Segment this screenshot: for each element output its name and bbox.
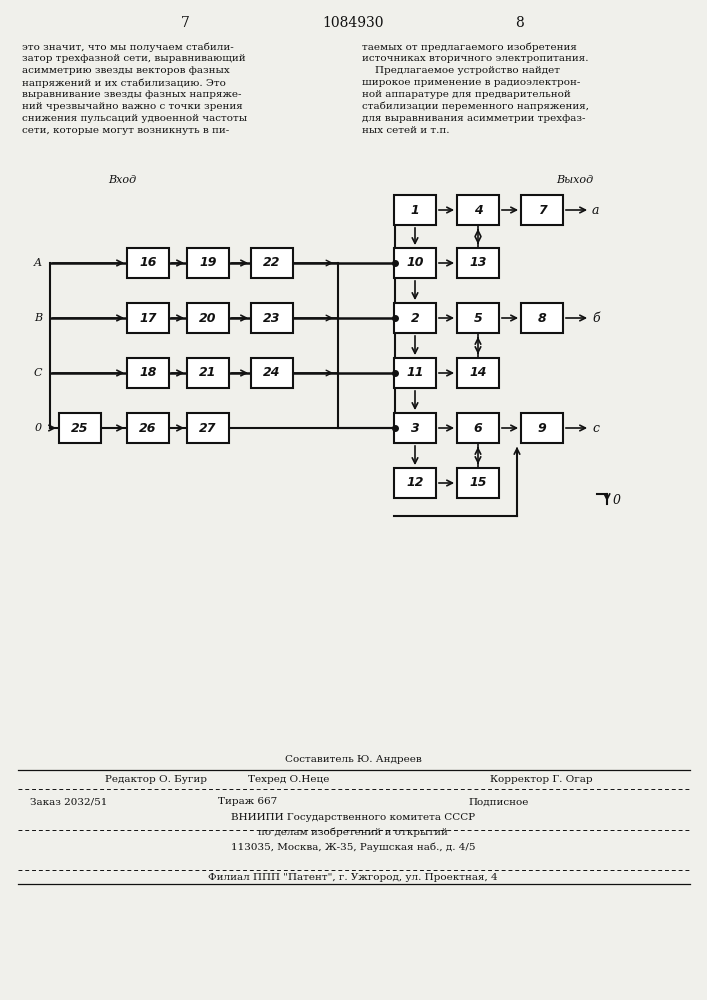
Text: 20: 20 bbox=[199, 312, 217, 324]
Text: 18: 18 bbox=[139, 366, 157, 379]
Text: 14: 14 bbox=[469, 366, 486, 379]
Text: Выход: Выход bbox=[556, 175, 593, 185]
Text: 21: 21 bbox=[199, 366, 217, 379]
Bar bbox=[521, 413, 563, 443]
Bar bbox=[394, 195, 436, 225]
Bar bbox=[521, 195, 563, 225]
Bar bbox=[394, 303, 436, 333]
Bar bbox=[251, 303, 293, 333]
Bar bbox=[187, 303, 229, 333]
Text: 1: 1 bbox=[411, 204, 419, 217]
Text: 2: 2 bbox=[411, 312, 419, 324]
Text: 9: 9 bbox=[537, 422, 547, 434]
Text: 1084930: 1084930 bbox=[322, 16, 384, 30]
Text: 8: 8 bbox=[515, 16, 525, 30]
Bar bbox=[457, 248, 499, 278]
Bar bbox=[127, 248, 169, 278]
Text: 16: 16 bbox=[139, 256, 157, 269]
Text: Вход: Вход bbox=[108, 175, 136, 185]
Bar bbox=[127, 413, 169, 443]
Text: это значит, что мы получаем стабили-
затор трехфазной сети, выравнивающий
асимме: это значит, что мы получаем стабили- зат… bbox=[22, 42, 247, 135]
Bar bbox=[251, 358, 293, 388]
Text: б: б bbox=[592, 312, 600, 324]
Text: 19: 19 bbox=[199, 256, 217, 269]
Text: 25: 25 bbox=[71, 422, 89, 434]
Bar bbox=[394, 468, 436, 498]
Text: 26: 26 bbox=[139, 422, 157, 434]
Bar bbox=[59, 413, 101, 443]
Bar bbox=[457, 413, 499, 443]
Text: Филиал ППП "Патент", г. Ужгород, ул. Проектная, 4: Филиал ППП "Патент", г. Ужгород, ул. Про… bbox=[208, 872, 498, 882]
Text: 13: 13 bbox=[469, 256, 486, 269]
Bar bbox=[187, 413, 229, 443]
Text: a: a bbox=[592, 204, 600, 217]
Text: 24: 24 bbox=[263, 366, 281, 379]
Text: таемых от предлагаемого изобретения
источниках вторичного электропитания.
    Пр: таемых от предлагаемого изобретения исто… bbox=[362, 42, 589, 135]
Text: 17: 17 bbox=[139, 312, 157, 324]
Text: Заказ 2032/51: Заказ 2032/51 bbox=[30, 798, 107, 806]
Text: 3: 3 bbox=[411, 422, 419, 434]
Bar bbox=[394, 413, 436, 443]
Text: B: B bbox=[34, 313, 42, 323]
Text: 27: 27 bbox=[199, 422, 217, 434]
Text: ВНИИПИ Государственного комитета СССР: ВНИИПИ Государственного комитета СССР bbox=[231, 812, 475, 822]
Text: 12: 12 bbox=[407, 477, 423, 489]
Text: Техред О.Неце: Техред О.Неце bbox=[248, 774, 329, 784]
Text: Корректор Г. Огар: Корректор Г. Огар bbox=[490, 774, 592, 784]
Bar bbox=[394, 358, 436, 388]
Text: по делам изобретений и открытий: по делам изобретений и открытий bbox=[258, 827, 448, 837]
Bar bbox=[457, 195, 499, 225]
Text: 6: 6 bbox=[474, 422, 482, 434]
Text: Редактор О. Бугир: Редактор О. Бугир bbox=[105, 774, 207, 784]
Text: 23: 23 bbox=[263, 312, 281, 324]
Text: Тираж 667: Тираж 667 bbox=[218, 798, 277, 806]
Text: 7: 7 bbox=[537, 204, 547, 217]
Text: 8: 8 bbox=[537, 312, 547, 324]
Bar bbox=[457, 358, 499, 388]
Text: 7: 7 bbox=[180, 16, 189, 30]
Text: Подписное: Подписное bbox=[468, 798, 528, 806]
Bar bbox=[521, 303, 563, 333]
Bar bbox=[457, 303, 499, 333]
Bar bbox=[187, 358, 229, 388]
Text: Составитель Ю. Андреев: Составитель Ю. Андреев bbox=[285, 756, 421, 764]
Text: 5: 5 bbox=[474, 312, 482, 324]
Text: 113035, Москва, Ж-35, Раушская наб., д. 4/5: 113035, Москва, Ж-35, Раушская наб., д. … bbox=[230, 842, 475, 852]
Text: A: A bbox=[34, 258, 42, 268]
Text: 0: 0 bbox=[613, 493, 621, 506]
Text: 0: 0 bbox=[35, 423, 42, 433]
Bar bbox=[127, 303, 169, 333]
Bar bbox=[394, 248, 436, 278]
Text: 4: 4 bbox=[474, 204, 482, 217]
Text: 15: 15 bbox=[469, 477, 486, 489]
Text: 22: 22 bbox=[263, 256, 281, 269]
Text: 11: 11 bbox=[407, 366, 423, 379]
Bar bbox=[187, 248, 229, 278]
Bar bbox=[251, 248, 293, 278]
Text: c: c bbox=[592, 422, 599, 434]
Text: 10: 10 bbox=[407, 256, 423, 269]
Text: C: C bbox=[34, 368, 42, 378]
Bar bbox=[457, 468, 499, 498]
Bar bbox=[127, 358, 169, 388]
